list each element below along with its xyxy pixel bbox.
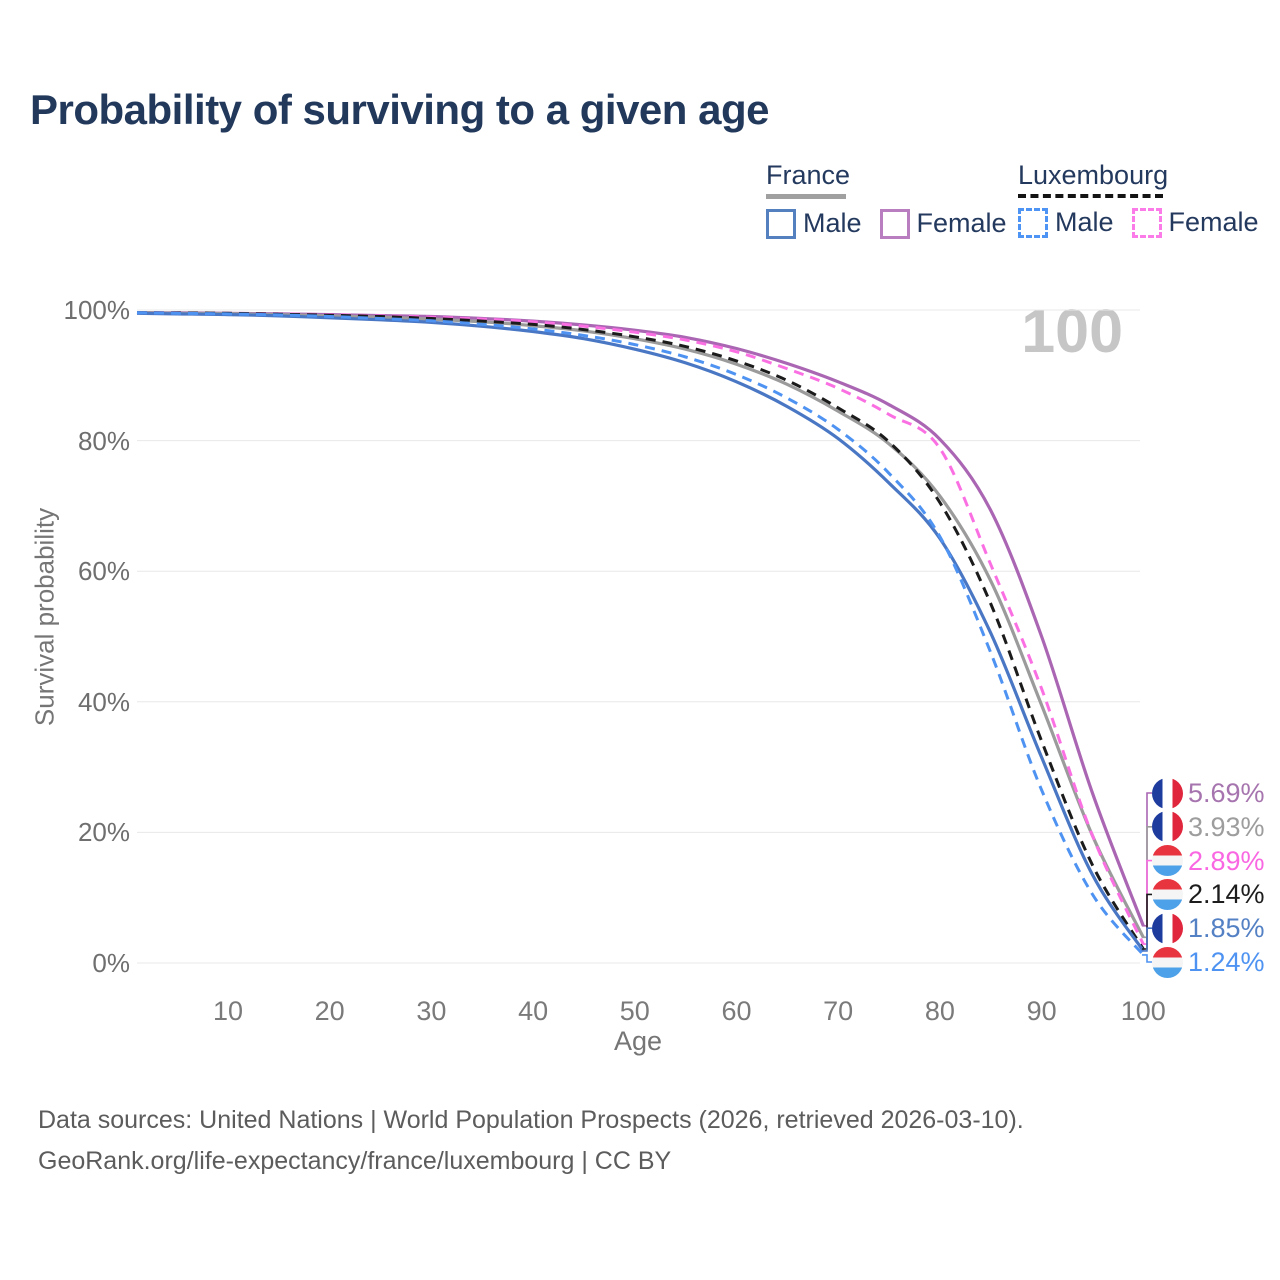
data-sources-text: Data sources: United Nations | World Pop…	[38, 1106, 1024, 1134]
legend-label-france-male: Male	[803, 208, 862, 238]
flag-icon-france	[1152, 912, 1183, 944]
legend-item-france-female[interactable]: Female	[879, 208, 1007, 239]
curve-france-both-sexes	[136, 311, 1145, 939]
curve-france-male	[136, 311, 1145, 952]
y-tick-100: 100%	[63, 295, 131, 325]
end-value-france-male: 1.85%	[1188, 913, 1265, 944]
x-tick-70: 70	[823, 996, 854, 1026]
page-title: Probability of surviving to a given age	[30, 86, 769, 133]
leader-line-luxembourg-male	[1142, 954, 1152, 963]
age-watermark: 100	[1021, 297, 1123, 365]
curve-luxembourg-male	[136, 311, 1145, 956]
legend-items-france: Male Female	[766, 208, 1007, 239]
legend-item-luxembourg-female[interactable]: Female	[1131, 207, 1259, 238]
x-axis-title: Age	[613, 1026, 663, 1056]
x-tick-60: 60	[721, 996, 752, 1026]
y-tick-20: 20%	[77, 817, 130, 848]
legend-swatch-france-male	[766, 208, 796, 239]
legend-group-france: France Male Female	[766, 160, 1007, 239]
x-tick-90: 90	[1026, 996, 1057, 1026]
survival-chart	[136, 309, 1152, 964]
flag-icon-luxembourg	[1152, 845, 1183, 877]
legend-swatch-luxembourg-male	[1018, 207, 1048, 238]
y-tick-40: 40%	[77, 686, 130, 717]
end-value-luxembourg-male: 1.24%	[1188, 947, 1265, 977]
legend-country-luxembourg: Luxembourg	[1018, 160, 1169, 190]
end-value-france-both-sexes: 3.93%	[1188, 811, 1265, 842]
legend-label-france-female: Female	[916, 208, 1007, 238]
legend-linestyle-luxembourg	[1018, 194, 1163, 198]
curve-france-female	[136, 311, 1145, 927]
georank-link[interactable]: GeoRank.org/life-expectancy/france/luxem…	[38, 1147, 672, 1175]
x-tick-80: 80	[924, 996, 955, 1026]
legend-swatch-luxembourg-female	[1131, 207, 1162, 238]
legend-items-luxembourg: Male Female	[1018, 207, 1259, 238]
leader-line-france-male	[1142, 927, 1152, 952]
x-tick-30: 30	[416, 996, 447, 1026]
y-tick-0: 0%	[92, 948, 130, 978]
end-value-france-female: 5.69%	[1188, 778, 1265, 808]
leader-line-luxembourg-both-sexes	[1142, 893, 1152, 950]
legend-label-luxembourg-female: Female	[1168, 207, 1259, 237]
y-tick-60: 60%	[77, 556, 130, 587]
flag-icon-france	[1152, 777, 1183, 809]
flag-icon-france	[1152, 811, 1183, 843]
legend-country-france: France	[766, 160, 851, 190]
flag-icon-luxembourg	[1152, 946, 1183, 978]
x-tick-50: 50	[619, 996, 650, 1026]
curve-luxembourg-both-sexes	[136, 311, 1145, 950]
x-tick-100: 100	[1120, 996, 1166, 1026]
x-tick-10: 10	[212, 996, 244, 1026]
legend-item-france-male[interactable]: Male	[766, 208, 862, 239]
x-tick-40: 40	[518, 996, 549, 1026]
legend-group-luxembourg: Luxembourg Male Female	[1018, 160, 1259, 238]
legend-swatch-france-female	[879, 208, 910, 239]
legend-linestyle-france	[766, 194, 846, 199]
flag-icon-luxembourg	[1152, 878, 1183, 910]
y-tick-80: 80%	[77, 425, 130, 456]
legend-label-luxembourg-male: Male	[1055, 207, 1114, 237]
end-value-luxembourg-female: 2.89%	[1188, 845, 1265, 876]
curve-luxembourg-female	[136, 311, 1145, 945]
x-tick-20: 20	[314, 996, 345, 1026]
legend-item-luxembourg-male[interactable]: Male	[1018, 207, 1114, 238]
end-value-luxembourg-both-sexes: 2.14%	[1188, 879, 1265, 910]
